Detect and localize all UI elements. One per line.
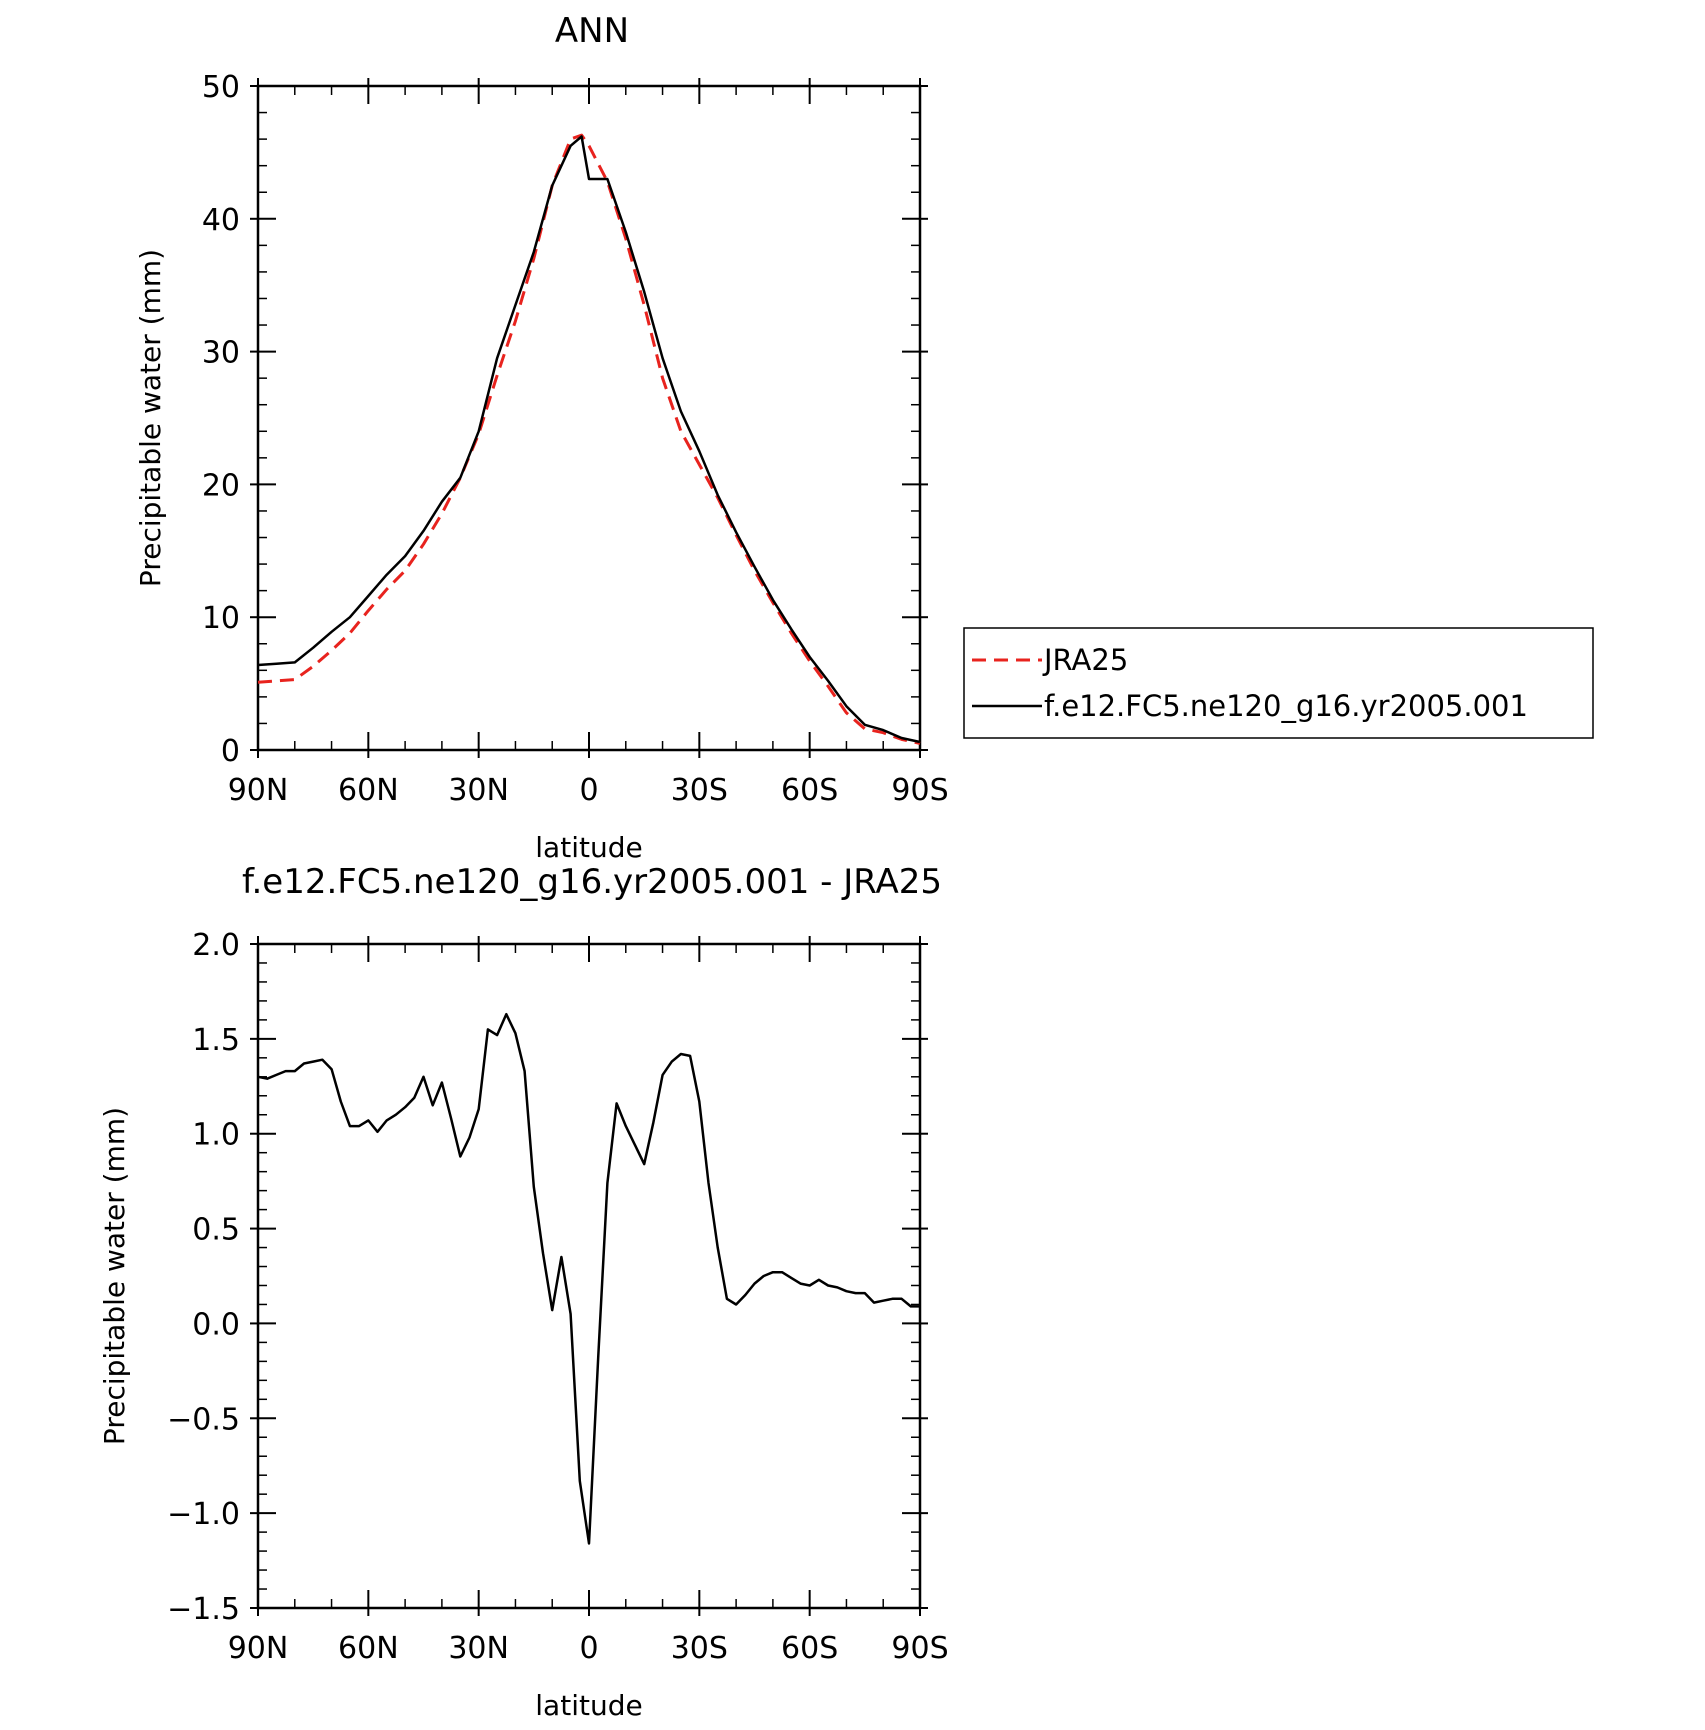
x-tick-labels: 90N 60N 30N 0 30S 60S 90S <box>228 1631 949 1666</box>
y-axis-label: Precipitable water (mm) <box>134 249 167 587</box>
legend-label-model: f.e12.FC5.ne120_g16.yr2005.001 <box>1044 689 1528 723</box>
series-line-0 <box>257 133 921 745</box>
legend-label-jra25: JRA25 <box>1042 643 1128 677</box>
y-tick-label: 0.5 <box>192 1213 240 1248</box>
y-tick-label: 0.0 <box>192 1307 240 1342</box>
y-tick-label: 1.5 <box>192 1023 240 1058</box>
x-axis-label: latitude <box>535 831 642 864</box>
x-axis-label: latitude <box>535 1689 642 1722</box>
y-tick-label: 2.0 <box>192 928 240 963</box>
y-tick-label: −1.5 <box>167 1592 240 1627</box>
series-lines <box>257 133 921 745</box>
y-tick-label: 40 <box>202 203 240 238</box>
y-tick-label: 10 <box>202 601 240 636</box>
plot-frame <box>256 84 922 752</box>
y-tick-label: 30 <box>202 336 240 371</box>
panel-top: ANN 0 10 20 30 40 50 90N 60N 30N 0 30S 60S 90S lati… <box>134 11 949 864</box>
legend-box <box>963 627 1594 739</box>
x-tick-label: 0 <box>579 1631 598 1666</box>
x-tick-label: 30N <box>448 773 509 808</box>
chart-title: f.e12.FC5.ne120_g16.yr2005.001 - JRA25 <box>242 862 942 902</box>
x-tick-label: 60S <box>781 773 838 808</box>
y-tick-label: 1.0 <box>192 1118 240 1153</box>
x-tick-label: 30N <box>448 1631 509 1666</box>
series-line-1 <box>257 135 921 744</box>
y-tick-labels: 0 10 20 30 40 50 <box>202 70 240 769</box>
y-axis-label: Precipitable water (mm) <box>98 1107 131 1445</box>
x-tick-label: 90S <box>891 1631 948 1666</box>
legend: JRA25 f.e12.FC5.ne120_g16.yr2005.001 <box>963 627 1594 739</box>
y-tick-label: 50 <box>202 70 240 105</box>
x-tick-label: 30S <box>671 1631 728 1666</box>
x-tick-label: 60N <box>338 773 399 808</box>
series-lines <box>257 1012 920 1545</box>
y-tick-label: −0.5 <box>167 1402 240 1437</box>
x-tick-label: 90N <box>228 773 289 808</box>
x-tick-labels: 90N 60N 30N 0 30S 60S 90S <box>228 773 949 808</box>
chart-title: ANN <box>555 11 629 51</box>
axis-ticks <box>250 78 928 758</box>
x-tick-label: 60N <box>338 1631 399 1666</box>
panel-bottom: f.e12.FC5.ne120_g16.yr2005.001 - JRA25 −… <box>98 862 949 1722</box>
axis-ticks <box>250 936 928 1616</box>
x-tick-label: 0 <box>579 773 598 808</box>
series-line-0 <box>257 1012 920 1545</box>
y-tick-label: −1.0 <box>167 1497 240 1532</box>
y-tick-label: 0 <box>221 734 240 769</box>
x-tick-label: 90S <box>891 773 948 808</box>
x-tick-label: 90N <box>228 1631 289 1666</box>
x-tick-label: 60S <box>781 1631 838 1666</box>
y-tick-labels: −1.5 −1.0 −0.5 0.0 0.5 1.0 1.5 2.0 <box>167 928 240 1627</box>
x-tick-label: 30S <box>671 773 728 808</box>
y-tick-label: 20 <box>202 468 240 503</box>
plot-frame <box>256 942 922 1610</box>
